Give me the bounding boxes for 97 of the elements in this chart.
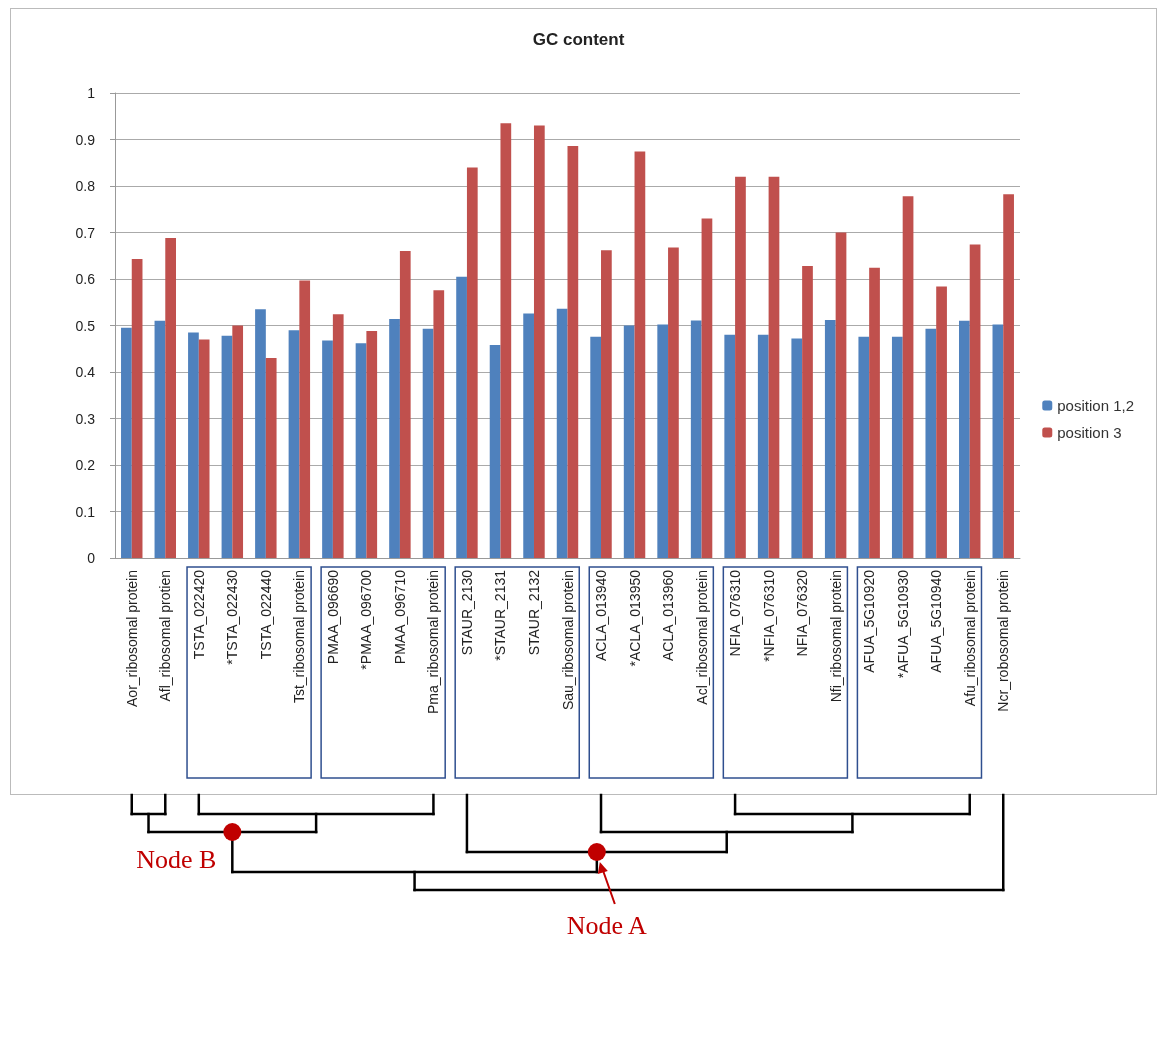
x-tick-label: NFIA_076310 bbox=[727, 569, 744, 657]
x-tick-label: Acl_ribosomal protein bbox=[693, 570, 710, 705]
bar bbox=[1003, 194, 1014, 558]
bar bbox=[188, 332, 199, 558]
bar bbox=[623, 325, 635, 558]
bar bbox=[433, 290, 445, 558]
bar bbox=[969, 244, 981, 558]
bar bbox=[299, 280, 311, 558]
bar bbox=[198, 339, 210, 558]
y-tick-label: 0.2 bbox=[75, 457, 96, 473]
bar bbox=[925, 328, 937, 558]
bar bbox=[802, 265, 813, 558]
bar bbox=[523, 313, 534, 558]
x-tick-label: *TSTA_022430 bbox=[224, 569, 241, 665]
bar bbox=[456, 276, 467, 558]
x-tick-label: AFUA_5G10940 bbox=[928, 569, 945, 673]
y-tick-label: 0.3 bbox=[75, 410, 96, 427]
bar bbox=[131, 259, 143, 558]
y-tick-label: 0.1 bbox=[75, 503, 96, 520]
bar bbox=[332, 314, 344, 558]
x-tick-label: PMAA_096710 bbox=[391, 569, 408, 665]
bar bbox=[791, 338, 803, 558]
bar bbox=[255, 309, 266, 558]
text: Node A bbox=[566, 911, 648, 940]
x-tick-label: *PMAA_096700 bbox=[358, 569, 375, 670]
bar bbox=[366, 331, 378, 558]
bar bbox=[556, 308, 568, 558]
y-tick-label: 0.5 bbox=[75, 317, 96, 334]
bar bbox=[690, 320, 702, 558]
x-tick-label: Afu_ribosomal protein bbox=[961, 570, 978, 707]
y-tick-label: 1 bbox=[87, 85, 96, 101]
x-tick-label: STAUR_2130 bbox=[458, 569, 475, 656]
bar bbox=[959, 320, 970, 558]
bar bbox=[590, 336, 602, 558]
bar bbox=[858, 336, 870, 558]
x-tick-label: TSTA_022420 bbox=[190, 569, 207, 660]
bar bbox=[657, 324, 669, 558]
bar bbox=[992, 324, 1004, 558]
bar bbox=[668, 247, 679, 558]
x-tick-label: Tst_ribosomal protein bbox=[291, 570, 308, 704]
bar bbox=[567, 146, 579, 558]
bar bbox=[288, 330, 300, 558]
y-tick-label: 0.7 bbox=[75, 224, 96, 241]
x-tick-label: AFUA_5G10920 bbox=[861, 569, 878, 673]
legend-label: position 1,2 bbox=[1057, 397, 1135, 414]
y-tick-label: 0.9 bbox=[75, 131, 96, 148]
bar bbox=[165, 238, 176, 558]
bar bbox=[869, 267, 880, 558]
x-tick-label: Aor_ribosomal protein bbox=[123, 570, 140, 707]
bar bbox=[322, 340, 333, 558]
bar bbox=[489, 345, 501, 558]
x-tick-label: Afl_ribosomal protien bbox=[157, 570, 174, 702]
bar bbox=[735, 176, 746, 558]
bar bbox=[634, 151, 646, 558]
bar bbox=[724, 334, 736, 558]
bar bbox=[265, 358, 277, 558]
y-tick-label: 0.6 bbox=[75, 271, 96, 287]
x-tick-label: ACLA_013960 bbox=[660, 569, 677, 662]
bar bbox=[500, 123, 512, 558]
text: Node B bbox=[136, 845, 217, 874]
chart-title: GC content bbox=[532, 30, 625, 49]
bar bbox=[389, 318, 400, 558]
x-tick-label: Ncr_robosomal protein bbox=[995, 570, 1012, 712]
bar bbox=[232, 325, 244, 558]
x-tick-label: *ACLA_013950 bbox=[626, 569, 643, 667]
x-tick-label: Nfi_ribosomal protein bbox=[827, 570, 844, 703]
bar bbox=[936, 286, 947, 558]
bar bbox=[154, 320, 166, 558]
x-tick-label: *NFIA_076310 bbox=[760, 569, 777, 662]
x-tick-label: Pma_ribosomal protein bbox=[425, 570, 442, 714]
x-tick-label: PMAA_096690 bbox=[324, 569, 341, 665]
bar bbox=[824, 319, 836, 558]
bar bbox=[466, 167, 478, 558]
bar bbox=[422, 328, 434, 558]
bar bbox=[355, 343, 367, 558]
x-tick-label: NFIA_076320 bbox=[794, 569, 811, 657]
x-tick-label: *AFUA_5G10930 bbox=[894, 569, 911, 679]
y-tick-label: 0.4 bbox=[75, 364, 96, 380]
x-tick-label: *STAUR_2131 bbox=[492, 569, 509, 661]
bar bbox=[533, 125, 545, 558]
y-tick-label: 0.8 bbox=[75, 178, 96, 194]
legend-label: position 3 bbox=[1057, 424, 1122, 441]
bar bbox=[768, 176, 780, 558]
bar bbox=[891, 336, 903, 558]
bar bbox=[902, 196, 914, 558]
bar bbox=[399, 251, 411, 558]
y-tick-label: 0 bbox=[87, 550, 96, 566]
x-tick-label: STAUR_2132 bbox=[525, 569, 542, 656]
bar bbox=[601, 250, 612, 558]
bar bbox=[757, 334, 769, 558]
bar bbox=[701, 218, 713, 558]
x-tick-label: Sau_ribosomal protein bbox=[559, 570, 576, 711]
x-tick-label: TSTA_022440 bbox=[257, 569, 274, 660]
bar bbox=[835, 232, 847, 558]
bar bbox=[121, 327, 132, 558]
bar bbox=[221, 335, 233, 558]
x-tick-label: ACLA_013940 bbox=[593, 569, 610, 662]
